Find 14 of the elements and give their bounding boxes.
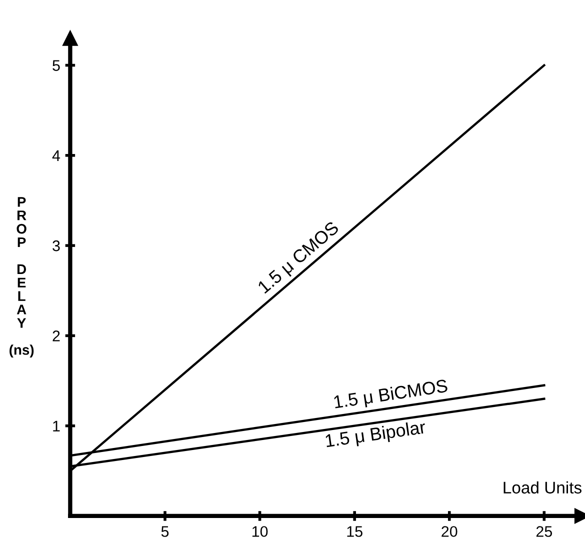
y-tick-label: 4 — [52, 150, 60, 161]
x-tick-label: 25 — [536, 526, 552, 537]
y-tick-label: 3 — [52, 240, 60, 252]
y-tick-label: 2 — [52, 330, 60, 342]
y-tick-label: 1 — [53, 420, 60, 432]
x-tick-label: 10 — [252, 526, 268, 537]
x-tick-label: 15 — [347, 526, 362, 537]
x-tick-label: 5 — [161, 526, 169, 537]
y-tick-label: 5 — [52, 60, 60, 71]
x-axis-title: Load Units — [504, 481, 582, 494]
annotation: 1.5 μ BiCMOS — [334, 378, 448, 412]
annotation: 1.5 μ Bipolar — [325, 420, 427, 451]
x-tick-label: 20 — [442, 526, 458, 537]
text: PROP DELAY (ns) — [10, 197, 34, 358]
